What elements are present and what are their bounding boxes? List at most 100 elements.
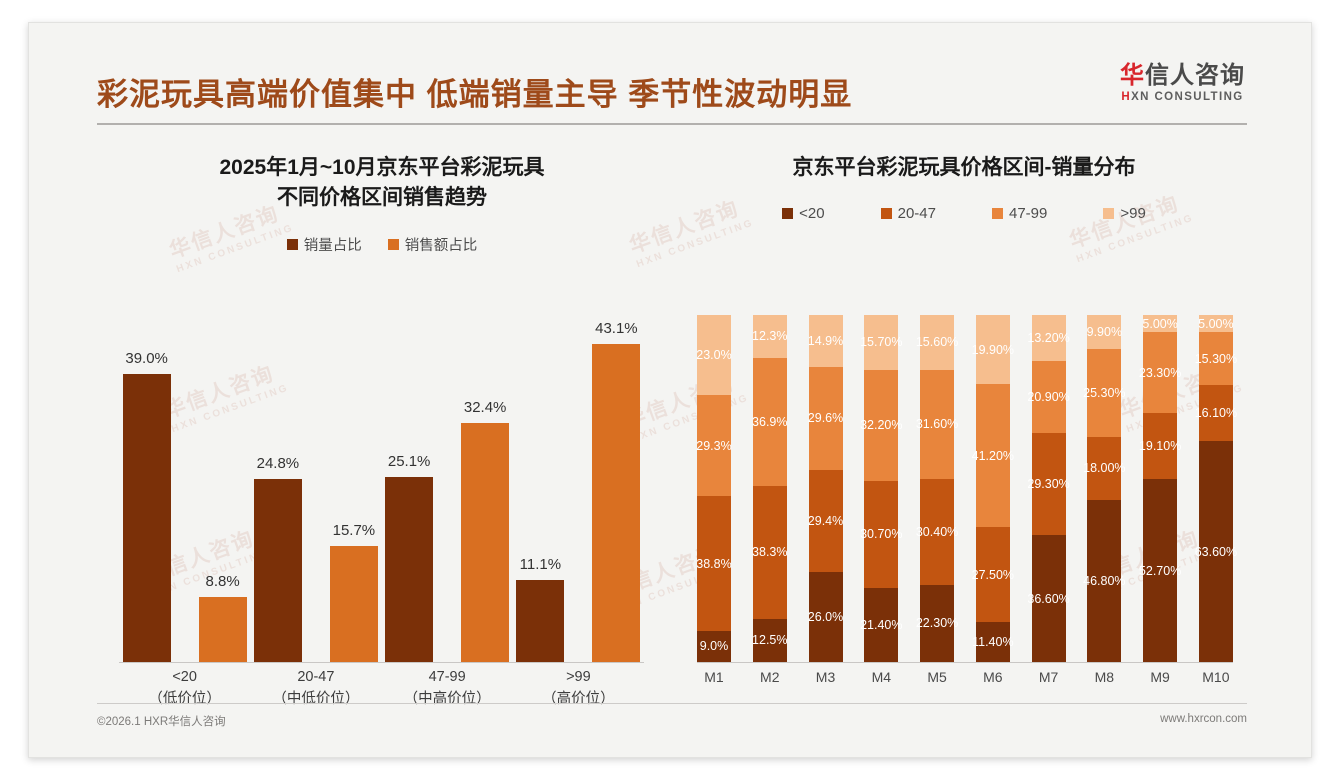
stacked-bar-segment[interactable]: 21.40% xyxy=(860,587,903,662)
bar-group: 25.1% 32.4% xyxy=(382,315,513,662)
x-axis-tick-label: M8 xyxy=(1094,669,1115,685)
stacked-bar-segment[interactable]: 5.00% xyxy=(1198,315,1234,333)
bar[interactable]: 15.7% xyxy=(329,522,378,662)
stacked-bar-segment[interactable]: 19.10% xyxy=(1139,413,1181,480)
stacked-bar-segment[interactable]: 36.9% xyxy=(752,357,787,486)
stacked-bar-segment[interactable]: 63.60% xyxy=(1195,441,1237,662)
bar-group: 39.0% 8.8% xyxy=(119,315,250,662)
stacked-bar-segment[interactable]: 22.30% xyxy=(916,584,958,662)
stacked-bar-segment[interactable]: 29.6% xyxy=(808,367,843,470)
stacked-bar-segment[interactable]: 25.30% xyxy=(1083,349,1126,438)
stacked-bar-segment[interactable]: 23.0% xyxy=(696,315,732,395)
stacked-bar-segment[interactable]: 13.20% xyxy=(1027,315,1070,361)
slide-header: 彩泥玩具高端价值集中 低端销量主导 季节性波动明显 华信人咨询 HXN CONS… xyxy=(97,59,1247,125)
logo-h-glyph: H xyxy=(1121,91,1132,104)
bar[interactable]: 24.8% xyxy=(253,455,302,662)
bar-value-label: 39.0% xyxy=(125,350,168,368)
bar[interactable]: 11.1% xyxy=(516,556,565,662)
legend-item[interactable]: <20 xyxy=(782,205,825,222)
stacked-bar-segment[interactable]: 12.3% xyxy=(752,315,787,358)
bar[interactable]: 43.1% xyxy=(592,320,641,662)
legend-item-label: 销量占比 xyxy=(303,237,362,254)
stacked-bar-segment[interactable]: 23.30% xyxy=(1139,332,1181,414)
stacked-bar-segment[interactable]: 27.50% xyxy=(972,527,1014,623)
bar-value-label: 11.1% xyxy=(519,556,562,574)
stacked-bar-segment[interactable]: 32.20% xyxy=(860,369,903,482)
right-chart-panel: 京东平台彩泥玩具价格区间-销量分布 <20 20-47 47-99 >99 23.0%… xyxy=(679,135,1249,705)
stacked-bar-segment[interactable]: 52.70% xyxy=(1139,479,1181,662)
stacked-bar-segment[interactable]: 15.70% xyxy=(860,315,903,370)
x-axis-tick-label: M5 xyxy=(927,669,947,685)
bar[interactable]: 8.8% xyxy=(198,573,247,662)
legend-swatch-icon xyxy=(286,238,298,250)
legend-item[interactable]: >99 xyxy=(1103,205,1146,222)
stacked-bar-segment[interactable]: 15.30% xyxy=(1195,332,1237,386)
stacked-bar-segment[interactable]: 30.70% xyxy=(860,481,903,588)
stacked-bar-segment[interactable]: 29.30% xyxy=(1027,433,1070,535)
bar-value-label: 15.7% xyxy=(332,522,376,540)
page-title: 彩泥玩具高端价值集中 低端销量主导 季节性波动明显 xyxy=(97,77,853,112)
segment-value-label: 14.9% xyxy=(807,334,844,349)
stacked-bar-segment[interactable]: 16.10% xyxy=(1195,385,1237,442)
stacked-bar[interactable]: 13.20% 20.90% 29.30% 36.60% xyxy=(1027,315,1070,662)
stacked-bar-segment[interactable]: 29.3% xyxy=(696,394,732,497)
stacked-bar[interactable]: 14.9% 29.6% 29.4% 26.0% xyxy=(807,315,844,662)
stacked-bar-segment[interactable]: 5.00% xyxy=(1142,315,1178,333)
x-axis-tick-label: M1 xyxy=(704,669,724,685)
bar[interactable]: 39.0% xyxy=(122,350,171,662)
stacked-bar[interactable]: 5.00% 15.30% 16.10% 63.60% xyxy=(1195,315,1237,662)
stacked-bar[interactable]: 15.60% 31.60% 30.40% 22.30% xyxy=(916,315,958,662)
stacked-bar-segment[interactable]: 41.20% xyxy=(972,384,1014,528)
stacked-bar-segment[interactable]: 46.80% xyxy=(1083,499,1126,662)
x-tick-main: <20 xyxy=(172,669,197,685)
stacked-bar-segment[interactable]: 15.60% xyxy=(916,315,958,370)
bar[interactable]: 25.1% xyxy=(385,453,434,662)
x-axis-tick-label: >99 （高价位） xyxy=(513,667,644,711)
bar-value-label: 8.8% xyxy=(205,573,240,591)
legend-swatch-icon xyxy=(1103,208,1115,220)
segment-value-label: 15.60% xyxy=(915,335,959,350)
stacked-bar-segment[interactable]: 38.3% xyxy=(752,485,787,619)
stacked-bar-segment[interactable]: 38.8% xyxy=(696,496,732,631)
stacked-bar-segment[interactable]: 36.60% xyxy=(1027,535,1070,662)
bar[interactable]: 32.4% xyxy=(461,399,510,662)
stacked-bar-segment[interactable]: 9.0% xyxy=(697,630,731,662)
x-axis-tick-label: M10 xyxy=(1202,669,1230,685)
stacked-bar[interactable]: 9.90% 25.30% 18.00% 46.80% xyxy=(1083,315,1126,662)
bar-value-label: 43.1% xyxy=(595,319,638,337)
stacked-bar-segment[interactable]: 20.90% xyxy=(1027,360,1070,434)
logo-english-text: HXN CONSULTING xyxy=(1120,91,1245,103)
stacked-bar-segment[interactable]: 30.40% xyxy=(916,479,958,585)
stacked-bar[interactable]: 23.0% 29.3% 38.8% 9.0% xyxy=(696,315,732,662)
stacked-bar[interactable]: 5.00% 23.30% 19.10% 52.70% xyxy=(1139,315,1181,662)
stacked-bar-segment[interactable]: 14.9% xyxy=(807,315,844,368)
stacked-bar-segment[interactable]: 12.5% xyxy=(752,618,787,662)
segment-value-label: 29.4% xyxy=(807,513,844,528)
stacked-bar-segment[interactable]: 19.90% xyxy=(972,315,1014,385)
left-chart-panel: 2025年1月~10月京东平台彩泥玩具 不同价格区间销售趋势 销量占比 销售额占比… xyxy=(97,135,667,707)
legend-item[interactable]: 20-47 xyxy=(880,205,936,222)
segment-value-label: 23.0% xyxy=(696,347,732,362)
segment-value-label: 36.60% xyxy=(1027,591,1070,606)
stacked-bar[interactable]: 12.3% 36.9% 38.3% 12.5% xyxy=(752,315,787,662)
segment-value-label: 30.70% xyxy=(860,527,903,542)
legend-item[interactable]: 销量占比 xyxy=(286,234,362,255)
stacked-bar-segment[interactable]: 18.00% xyxy=(1083,437,1126,500)
x-axis-tick-label: 47-99 （中高价位） xyxy=(382,667,513,711)
stacked-bar[interactable]: 15.70% 32.20% 30.70% 21.40% xyxy=(860,315,903,662)
legend-item[interactable]: 销售额占比 xyxy=(387,234,477,255)
legend-item[interactable]: 47-99 xyxy=(992,205,1047,222)
bar-group: 24.8% 15.7% xyxy=(250,315,381,662)
bar-fill xyxy=(253,478,302,662)
left-chart-plot-area: 39.0% 8.8% 24.8% 15.7% 25.1% 32.4% 11.1% 43.1% xyxy=(119,315,644,663)
stacked-bar-segment[interactable]: 9.90% xyxy=(1087,315,1122,350)
segment-value-label: 41.20% xyxy=(971,448,1015,463)
stacked-bar-segment[interactable]: 29.4% xyxy=(807,469,844,572)
stacked-bar-segment[interactable]: 11.40% xyxy=(972,622,1014,662)
stacked-bar[interactable]: 19.90% 41.20% 27.50% 11.40% xyxy=(972,315,1014,662)
x-axis-tick-label: M9 xyxy=(1150,669,1170,685)
x-axis-tick-label: M6 xyxy=(983,669,1003,685)
x-axis-tick-label: <20 （低价位） xyxy=(119,667,250,711)
stacked-bar-segment[interactable]: 26.0% xyxy=(808,571,843,662)
stacked-bar-segment[interactable]: 31.60% xyxy=(916,369,958,480)
